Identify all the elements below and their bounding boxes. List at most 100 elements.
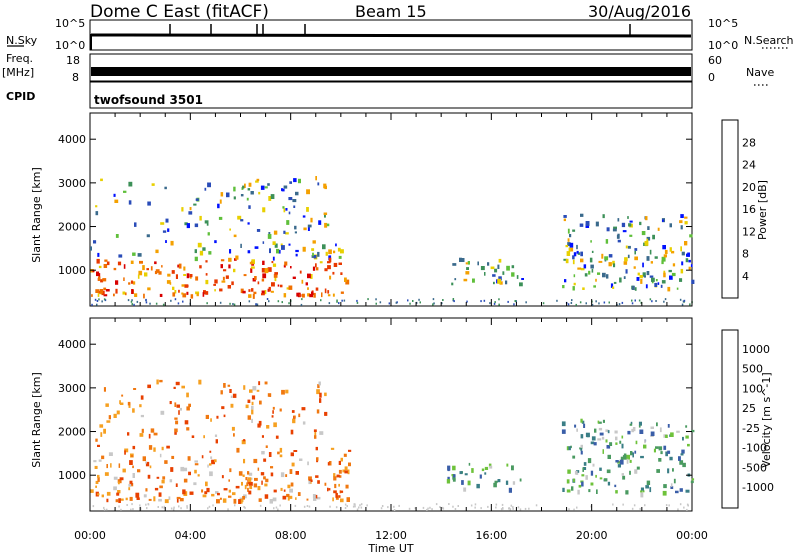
- echo-cell: [138, 270, 143, 276]
- echo-cell: [584, 273, 588, 277]
- y-tick-label: 1000: [58, 469, 86, 482]
- echo-cell: [344, 277, 347, 282]
- echo-cell: [509, 508, 512, 511]
- colorbar-tick-label: -100: [742, 442, 767, 455]
- echo-cell: [563, 218, 566, 222]
- echo-cell: [337, 247, 341, 252]
- echo-cell: [122, 291, 126, 295]
- echo-cell: [131, 299, 133, 302]
- echo-cell: [679, 298, 682, 301]
- echo-cell: [178, 410, 180, 415]
- echo-cell: [154, 261, 157, 265]
- echo-cell: [290, 452, 294, 457]
- echo-cell: [604, 256, 609, 261]
- echo-cell: [110, 463, 112, 468]
- echo-cell: [271, 282, 275, 287]
- echo-cell: [98, 276, 101, 281]
- y-tick-label: 4000: [58, 338, 86, 351]
- echo-cell: [451, 282, 454, 286]
- echo-cell: [258, 420, 262, 426]
- echo-cell: [642, 272, 646, 277]
- echo-cell: [272, 263, 277, 267]
- echo-cell: [165, 240, 167, 243]
- echo-cell: [629, 459, 632, 463]
- echo-cell: [671, 250, 675, 254]
- echo-cell: [671, 272, 676, 277]
- echo-cell: [513, 303, 515, 306]
- echo-cell: [127, 401, 131, 406]
- echo-cell: [336, 300, 338, 303]
- echo-cell: [311, 291, 314, 295]
- echo-cell: [148, 498, 152, 501]
- echo-cell: [246, 482, 249, 487]
- echo-cell: [280, 472, 285, 478]
- echo-cell: [683, 299, 686, 302]
- echo-cell: [194, 460, 198, 463]
- echo-cell: [233, 498, 237, 504]
- nsky-label: N.Sky: [6, 34, 38, 47]
- echo-cell: [653, 448, 656, 453]
- echo-cell: [95, 205, 98, 208]
- echo-cell: [193, 482, 197, 486]
- echo-cell: [121, 394, 124, 397]
- echo-cell: [137, 469, 141, 473]
- echo-cell: [175, 381, 180, 386]
- echo-cell: [435, 503, 438, 506]
- power-colorbar: 4 8 12 16 20 24 28: [721, 119, 756, 299]
- echo-cell: [524, 507, 527, 510]
- echo-cell: [283, 230, 286, 234]
- echo-cell: [662, 219, 664, 222]
- echo-cell: [676, 287, 679, 290]
- echo-cell: [474, 503, 477, 506]
- echo-cell: [288, 285, 293, 290]
- y-tick-label: 4000: [58, 133, 86, 146]
- echo-cell: [691, 279, 695, 284]
- echo-cell: [274, 276, 277, 282]
- echo-cell: [625, 245, 628, 249]
- echo-cell: [294, 225, 297, 230]
- echo-cell: [228, 495, 232, 498]
- echo-cell: [635, 440, 638, 445]
- echo-cell: [313, 429, 317, 432]
- echo-cell: [261, 293, 265, 296]
- echo-cell: [487, 505, 489, 508]
- echo-cell: [160, 222, 165, 225]
- echo-cell: [235, 485, 240, 489]
- echo-cell: [237, 215, 242, 220]
- nave-label: Nave: [746, 66, 774, 79]
- echo-cell: [311, 255, 315, 258]
- echo-cell: [98, 298, 100, 301]
- echo-cell: [91, 294, 93, 297]
- echo-cell: [661, 260, 664, 265]
- echo-cell: [180, 466, 185, 472]
- echo-cell: [643, 242, 646, 246]
- echo-cell: [464, 473, 468, 476]
- echo-cell: [481, 468, 485, 472]
- echo-cell: [356, 301, 359, 304]
- echo-cell: [614, 484, 617, 488]
- echo-cell: [479, 474, 482, 479]
- echo-cell: [340, 498, 344, 503]
- echo-cell: [580, 450, 583, 455]
- echo-cell: [519, 282, 523, 287]
- echo-cell: [667, 286, 671, 292]
- echo-cell: [243, 458, 246, 464]
- echo-cell: [467, 480, 471, 486]
- echo-cell: [161, 265, 163, 268]
- echo-cell: [249, 389, 253, 393]
- echo-cell: [451, 474, 455, 477]
- echo-cell: [97, 493, 100, 496]
- echo-cell: [599, 477, 603, 480]
- echo-cell: [186, 505, 188, 508]
- echo-cell: [250, 268, 253, 273]
- echo-cell: [240, 288, 244, 294]
- x-tick-label: 00:00: [74, 529, 106, 542]
- echo-cell: [174, 417, 178, 420]
- echo-cell: [627, 254, 630, 259]
- echo-cell: [590, 264, 594, 269]
- echo-cell: [344, 470, 348, 474]
- echo-cell: [338, 469, 342, 474]
- echo-cell: [465, 271, 470, 275]
- echo-cell: [202, 494, 207, 498]
- echo-cell: [631, 299, 633, 302]
